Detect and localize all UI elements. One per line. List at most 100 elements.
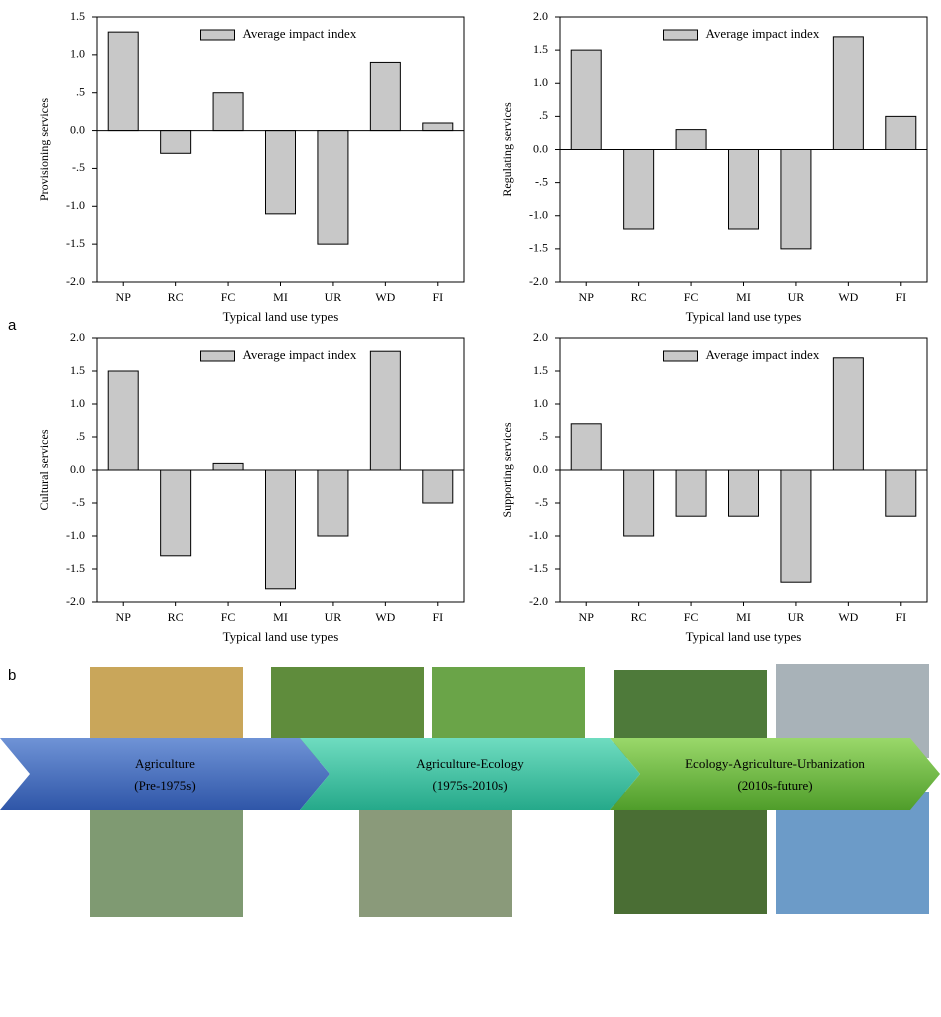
timeline-label: Agriculture-Ecology (416, 756, 524, 771)
timeline-period: (1975s-2010s) (432, 778, 507, 793)
y-tick-label: 1.0 (70, 396, 85, 410)
x-tick-label: UR (788, 610, 805, 624)
y-tick-label: -.5 (72, 160, 85, 174)
timeline-label: Agriculture (135, 756, 195, 771)
bar (886, 116, 916, 149)
bar (729, 470, 759, 516)
legend-swatch (201, 30, 235, 40)
bar (676, 470, 706, 516)
bar (370, 62, 400, 130)
y-tick-label: -1.5 (529, 561, 548, 575)
x-tick-label: FI (432, 290, 443, 304)
x-tick-label: MI (273, 610, 288, 624)
x-tick-label: FI (895, 290, 906, 304)
y-tick-label: -1.0 (66, 528, 85, 542)
x-tick-label: MI (273, 290, 288, 304)
legend-label: Average impact index (243, 26, 357, 41)
y-tick-label: -1.5 (529, 241, 548, 255)
y-tick-label: -2.0 (66, 594, 85, 608)
y-axis-label: Supporting services (500, 422, 514, 517)
x-tick-label: MI (736, 610, 751, 624)
x-tick-label: RC (631, 290, 647, 304)
bar (571, 50, 601, 149)
x-tick-label: NP (579, 610, 595, 624)
bar (729, 150, 759, 230)
y-tick-label: 0.0 (533, 141, 548, 155)
bar (161, 470, 191, 556)
legend-swatch (664, 351, 698, 361)
x-axis-label: Typical land use types (223, 629, 339, 644)
y-tick-label: 2.0 (533, 9, 548, 23)
y-tick-label: 1.0 (70, 47, 85, 61)
bar (833, 37, 863, 150)
panel-label: a (8, 317, 17, 334)
x-axis-label: Typical land use types (223, 309, 339, 324)
legend-swatch (664, 30, 698, 40)
bar (318, 131, 348, 245)
bar (833, 358, 863, 470)
y-tick-label: 0.0 (70, 462, 85, 476)
x-axis-label: Typical land use types (686, 309, 802, 324)
x-tick-label: NP (116, 290, 132, 304)
x-tick-label: RC (631, 610, 647, 624)
x-tick-label: NP (579, 290, 595, 304)
y-tick-label: 0.0 (70, 122, 85, 136)
bar (571, 424, 601, 470)
bar (781, 150, 811, 249)
figure: a b -2.0-1.5-1.0-.50.0.51.01.5Provisioni… (0, 0, 941, 1017)
photo (90, 795, 243, 917)
x-tick-label: MI (736, 290, 751, 304)
bar (624, 470, 654, 536)
y-tick-label: 1.0 (533, 396, 548, 410)
y-tick-label: -1.0 (529, 208, 548, 222)
photo (614, 792, 767, 914)
timeline-arrow (300, 738, 640, 810)
x-tick-label: NP (116, 610, 132, 624)
x-tick-label: UR (325, 610, 342, 624)
bar (318, 470, 348, 536)
y-tick-label: 2.0 (70, 330, 85, 344)
bar (423, 123, 453, 131)
y-tick-label: 1.5 (533, 363, 548, 377)
photo (359, 795, 512, 917)
x-tick-label: FC (684, 610, 699, 624)
bar (266, 470, 296, 589)
y-tick-label: -1.0 (529, 528, 548, 542)
y-tick-label: 1.0 (533, 75, 548, 89)
y-tick-label: 1.5 (70, 363, 85, 377)
y-tick-label: -2.0 (66, 274, 85, 288)
y-tick-label: 2.0 (533, 330, 548, 344)
bar (423, 470, 453, 503)
bar (213, 93, 243, 131)
bar (213, 463, 243, 470)
y-tick-label: -.5 (72, 495, 85, 509)
bar (886, 470, 916, 516)
x-tick-label: FC (221, 290, 236, 304)
x-tick-label: WD (838, 290, 858, 304)
x-tick-label: RC (168, 290, 184, 304)
x-tick-label: WD (838, 610, 858, 624)
y-tick-label: 1.5 (533, 42, 548, 56)
timeline-period: (Pre-1975s) (134, 778, 195, 793)
y-tick-label: .5 (76, 84, 85, 98)
legend-swatch (201, 351, 235, 361)
bar (370, 351, 400, 470)
bar (781, 470, 811, 582)
x-tick-label: WD (375, 610, 395, 624)
x-axis-label: Typical land use types (686, 629, 802, 644)
x-tick-label: UR (788, 290, 805, 304)
y-axis-label: Cultural services (37, 429, 51, 510)
bar (108, 32, 138, 130)
photo (776, 792, 929, 914)
y-tick-label: .5 (539, 108, 548, 122)
x-tick-label: UR (325, 290, 342, 304)
y-tick-label: -2.0 (529, 594, 548, 608)
x-tick-label: FI (432, 610, 443, 624)
y-tick-label: 0.0 (533, 462, 548, 476)
y-axis-label: Regulating services (500, 102, 514, 197)
y-axis-label: Provisioning services (37, 98, 51, 201)
bar (266, 131, 296, 214)
legend-label: Average impact index (706, 26, 820, 41)
x-tick-label: FC (221, 610, 236, 624)
x-tick-label: WD (375, 290, 395, 304)
